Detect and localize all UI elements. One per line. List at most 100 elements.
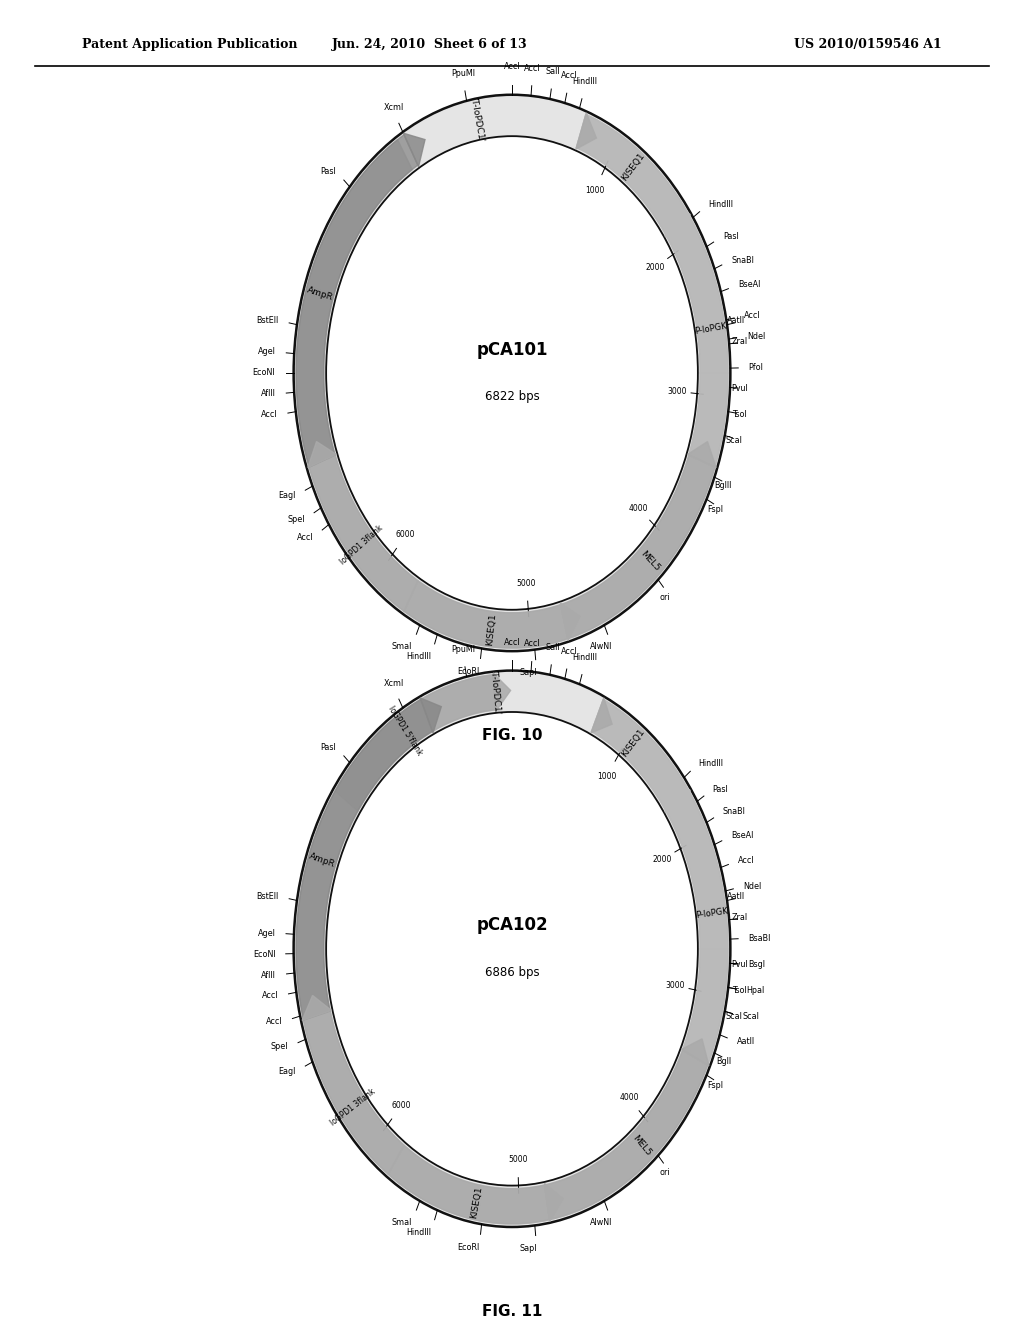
Polygon shape: [403, 133, 425, 166]
Text: P-loPGK: P-loPGK: [695, 907, 729, 920]
Text: KlSEQ1: KlSEQ1: [621, 152, 647, 183]
Text: FIG. 10: FIG. 10: [481, 727, 543, 743]
Polygon shape: [545, 1051, 708, 1220]
Text: AccI: AccI: [561, 647, 578, 656]
Text: HindIII: HindIII: [709, 199, 733, 209]
Text: HindIII: HindIII: [698, 759, 724, 768]
Polygon shape: [308, 442, 336, 467]
Text: 6000: 6000: [391, 1101, 411, 1110]
Text: AccI: AccI: [561, 71, 578, 81]
Text: AatII: AatII: [727, 315, 745, 325]
Text: TsoI: TsoI: [731, 986, 746, 995]
Text: HindIII: HindIII: [572, 653, 598, 663]
Text: 4000: 4000: [620, 1093, 639, 1102]
Polygon shape: [666, 214, 690, 242]
Text: 1000: 1000: [597, 771, 616, 780]
Text: AccI: AccI: [297, 533, 313, 541]
Text: EcoNI: EcoNI: [253, 949, 275, 958]
Text: AmpR: AmpR: [305, 285, 334, 302]
Text: AatII: AatII: [737, 1038, 755, 1047]
Text: 2000: 2000: [646, 263, 665, 272]
Text: AmpR: AmpR: [308, 851, 336, 870]
Polygon shape: [303, 1011, 404, 1175]
Text: ori: ori: [659, 1168, 671, 1177]
Text: AgeI: AgeI: [258, 347, 275, 356]
Polygon shape: [335, 675, 496, 812]
Text: MEL5: MEL5: [638, 549, 662, 573]
Text: BstEII: BstEII: [257, 315, 279, 325]
Polygon shape: [681, 1039, 709, 1065]
Text: SalI: SalI: [546, 643, 560, 652]
Text: PasI: PasI: [321, 166, 336, 176]
Text: FspI: FspI: [707, 506, 723, 515]
Text: ZraI: ZraI: [731, 912, 748, 921]
Text: 5000: 5000: [508, 1155, 527, 1164]
Polygon shape: [667, 791, 728, 1065]
Polygon shape: [294, 95, 730, 651]
Polygon shape: [560, 603, 580, 640]
Text: AfIII: AfIII: [261, 389, 275, 399]
Text: PasI: PasI: [723, 231, 738, 240]
Text: 1000: 1000: [585, 186, 604, 195]
Text: XcmI: XcmI: [384, 103, 403, 112]
Text: BsaBI: BsaBI: [749, 933, 771, 942]
Text: AgeI: AgeI: [258, 928, 275, 937]
Text: 6822 bps: 6822 bps: [484, 389, 540, 403]
Circle shape: [284, 657, 740, 1239]
Text: 4000: 4000: [629, 504, 648, 513]
Polygon shape: [577, 115, 689, 235]
Text: pCA101: pCA101: [476, 341, 548, 359]
Text: Jun. 24, 2010  Sheet 6 of 13: Jun. 24, 2010 Sheet 6 of 13: [332, 38, 528, 51]
Text: MEL5: MEL5: [631, 1134, 653, 1158]
Text: 'T-loPDC1': 'T-loPDC1': [469, 96, 485, 143]
Text: EcoNI: EcoNI: [253, 368, 275, 378]
Polygon shape: [296, 700, 432, 1020]
Text: ori: ori: [659, 593, 671, 602]
Text: SmaI: SmaI: [391, 642, 412, 651]
Circle shape: [284, 82, 740, 664]
Text: 6886 bps: 6886 bps: [484, 966, 540, 978]
Text: AccI: AccI: [504, 639, 520, 647]
Polygon shape: [667, 215, 728, 467]
Text: BseAI: BseAI: [731, 832, 754, 841]
Text: 6000: 6000: [396, 531, 416, 539]
Polygon shape: [575, 112, 596, 149]
Text: PpuMI: PpuMI: [451, 69, 475, 78]
Text: PfoI: PfoI: [749, 363, 764, 372]
Text: TsoI: TsoI: [731, 411, 746, 420]
Polygon shape: [591, 698, 612, 733]
Polygon shape: [296, 675, 728, 1224]
Text: FspI: FspI: [707, 1081, 723, 1090]
Polygon shape: [296, 135, 418, 467]
Text: 3000: 3000: [666, 981, 685, 990]
Text: AccI: AccI: [744, 312, 761, 319]
Text: AccI: AccI: [262, 991, 279, 1001]
Text: KlSEQ1: KlSEQ1: [470, 1185, 484, 1220]
Text: ZraI: ZraI: [731, 337, 748, 346]
Text: FIG. 11: FIG. 11: [482, 1304, 542, 1319]
Polygon shape: [294, 671, 730, 1228]
Text: SnaBI: SnaBI: [731, 256, 755, 264]
Text: ScaI: ScaI: [726, 1012, 742, 1022]
Text: 5000: 5000: [517, 578, 537, 587]
Text: PasI: PasI: [713, 784, 728, 793]
Polygon shape: [688, 442, 716, 467]
Polygon shape: [666, 209, 690, 236]
Text: AccI: AccI: [524, 63, 541, 73]
Text: AlwNI: AlwNI: [590, 642, 612, 651]
Text: 3000: 3000: [668, 387, 687, 396]
Polygon shape: [302, 995, 332, 1020]
Polygon shape: [666, 789, 690, 818]
Text: 2000: 2000: [652, 855, 672, 865]
Polygon shape: [388, 1146, 550, 1224]
Text: XcmI: XcmI: [384, 678, 403, 688]
Text: AatII: AatII: [727, 892, 745, 902]
Text: EcoRI: EcoRI: [457, 667, 479, 676]
Text: SapI: SapI: [519, 1245, 537, 1253]
Polygon shape: [420, 698, 441, 733]
Text: EagI: EagI: [279, 1067, 296, 1076]
Text: KlSEQ1: KlSEQ1: [484, 612, 497, 645]
Text: PvuI: PvuI: [731, 384, 749, 393]
Text: NdeI: NdeI: [743, 882, 762, 891]
Text: pCA102: pCA102: [476, 916, 548, 935]
